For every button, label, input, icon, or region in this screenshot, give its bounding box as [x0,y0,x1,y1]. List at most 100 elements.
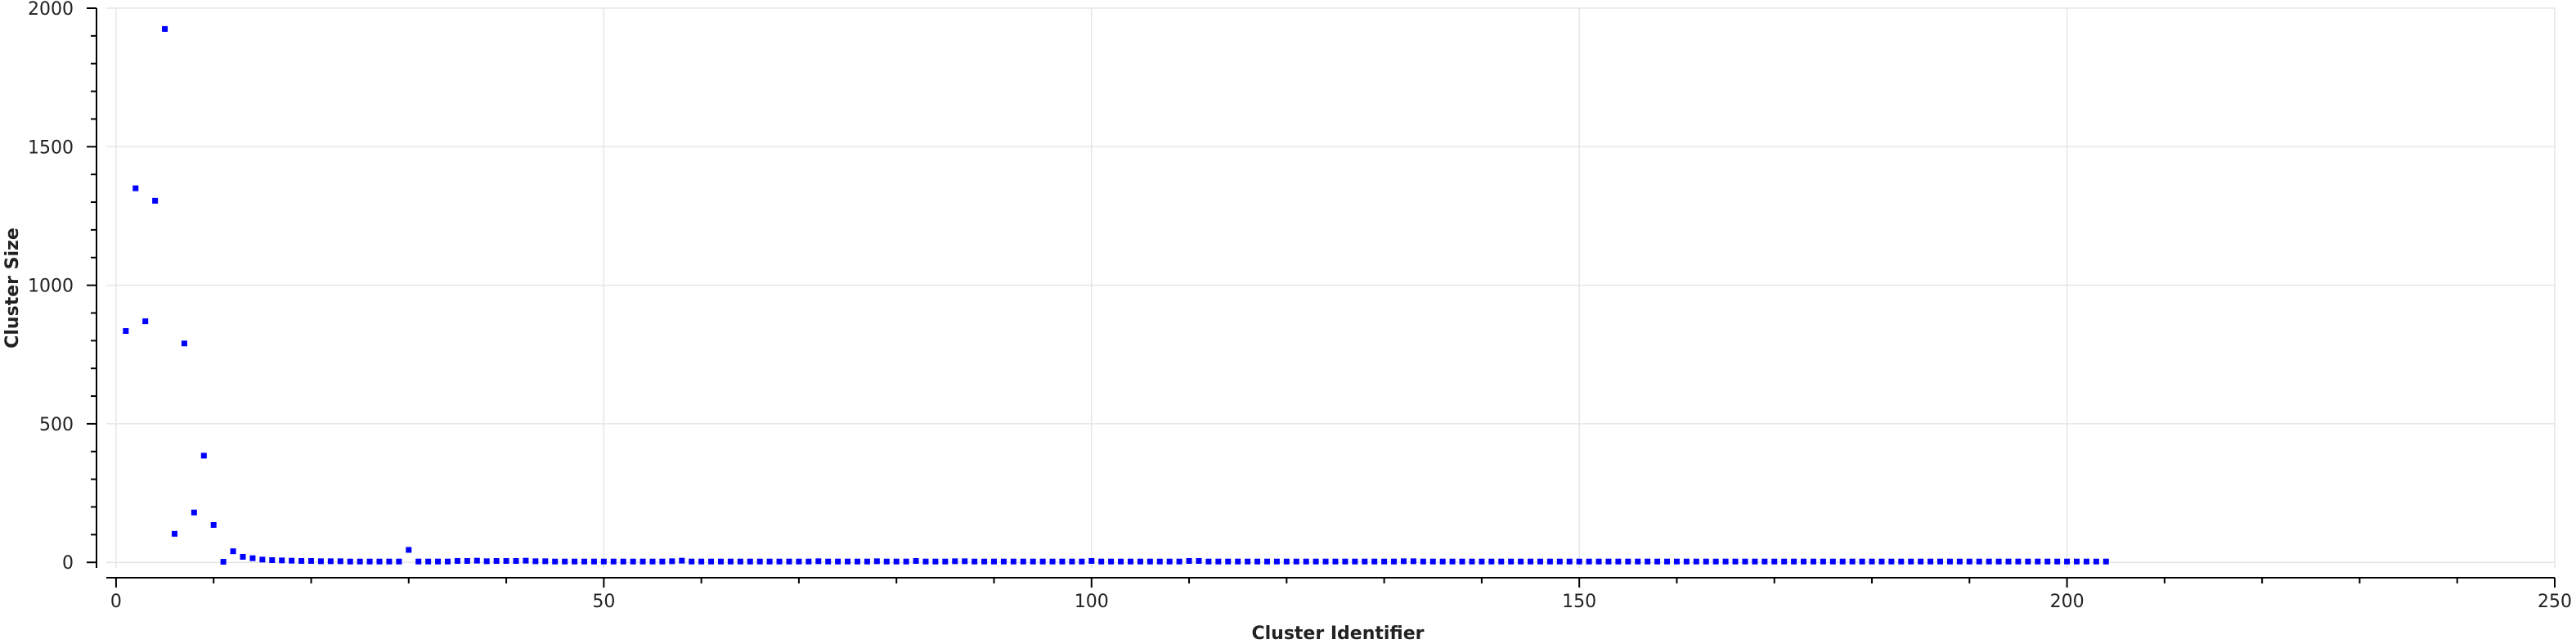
data-point [444,558,451,565]
data-point [1664,558,1671,565]
y-tick-label: 2000 [28,0,74,20]
data-point [523,557,529,564]
data-point [142,318,149,325]
data-point [1752,558,1758,565]
data-point [2015,558,2022,565]
data-point [1605,558,1612,565]
data-point [649,558,656,565]
data-point [473,557,480,564]
data-point [932,558,939,565]
data-point [1391,558,1398,565]
data-point [1898,558,1905,565]
data-point [357,558,363,565]
data-point [640,558,646,565]
data-point [503,558,509,565]
data-point [1595,558,1602,565]
data-point [1030,558,1036,565]
data-point [1410,558,1416,565]
data-point [162,25,168,32]
data-point [552,558,559,565]
data-point [2093,558,2099,565]
grid [106,7,2556,568]
data-point [513,558,519,565]
data-point [1781,558,1788,565]
data-point [1508,558,1515,565]
data-point [825,558,832,565]
data-point [1546,558,1553,565]
data-point [962,558,968,565]
data-point [269,557,276,564]
data-point [298,558,305,565]
data-point [2035,558,2041,565]
data-point [317,558,324,565]
x-tick-label: 50 [592,592,615,612]
data-point [1186,558,1192,565]
data-point [1156,558,1163,565]
data-point [1400,558,1407,565]
data-point [1995,558,2002,565]
data-point [815,558,822,565]
axes [96,8,2555,579]
data-point [542,558,549,565]
data-point [1439,558,1446,565]
data-point [1801,558,1807,565]
data-point [1556,558,1563,565]
data-point [766,558,773,565]
data-point [1956,558,1963,565]
data-point [1322,558,1329,565]
data-point [1635,558,1641,565]
data-point [1303,558,1309,565]
data-point [1683,558,1690,565]
data-point [2103,558,2109,565]
data-point [415,558,422,565]
data-point [2044,558,2051,565]
data-point [1283,558,1290,565]
y-tick-label: 0 [62,553,74,574]
data-point [1429,558,1436,565]
data-point [1742,558,1748,565]
data-point [1820,558,1826,565]
data-point [1761,558,1768,565]
data-point [1888,558,1895,565]
data-point [1693,558,1699,565]
data-point [659,558,666,565]
data-point [171,530,177,537]
data-point [152,197,159,204]
data-point [1625,558,1631,565]
data-point [756,558,763,565]
data-point [406,547,412,553]
data-point [952,558,958,565]
data-point [279,557,285,564]
data-point [669,558,675,565]
data-point [1362,558,1368,565]
data-point [747,558,753,565]
data-point [366,558,373,565]
x-axis-title: Cluster Identifier [1251,624,1424,644]
data-point [337,558,343,565]
data-point [1069,558,1075,565]
x-tick-label: 100 [1075,592,1109,612]
data-point [698,558,705,565]
data-point [1654,558,1661,565]
data-point [1342,558,1349,565]
data-point [1137,558,1143,565]
x-tick-label: 200 [2050,592,2085,612]
data-point [376,558,383,565]
data-point [435,558,442,565]
data-point [1703,558,1709,565]
data-point [776,558,783,565]
data-point [1381,558,1388,565]
data-point [532,558,539,565]
x-tick-label: 150 [1562,592,1596,612]
data-point [181,340,187,347]
x-tick-label: 0 [110,592,122,612]
data-point [1215,558,1222,565]
data-point [913,558,919,565]
data-point [289,557,295,564]
data-point [1000,558,1007,565]
data-points [123,25,2109,565]
data-point [1712,558,1719,565]
data-point [1371,558,1378,565]
data-point [1332,558,1339,565]
